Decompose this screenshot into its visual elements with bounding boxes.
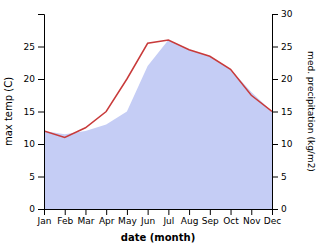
tick-label: 15 bbox=[24, 107, 35, 117]
tick-label: Dec bbox=[264, 216, 281, 226]
temperature-line bbox=[44, 40, 272, 138]
y-axis: 0 5 10 15 20 25 bbox=[24, 15, 45, 215]
tick-label: Oct bbox=[223, 216, 239, 226]
tick: Jun bbox=[140, 209, 155, 226]
tick: 25 bbox=[272, 42, 292, 52]
tick-mark bbox=[272, 177, 278, 178]
plot: JanFebMarAprMayJunJulAugSepOctNovDec0510… bbox=[3, 9, 316, 243]
tick-label: Mar bbox=[77, 216, 94, 226]
tick-mark bbox=[168, 209, 169, 215]
tick-mark bbox=[38, 177, 44, 178]
tick-mark bbox=[272, 112, 278, 113]
tick-mark bbox=[38, 209, 44, 210]
y-axis-title: max temp (C) bbox=[3, 77, 14, 146]
tick-mark bbox=[127, 209, 128, 215]
tick: 20 bbox=[24, 74, 44, 84]
tick: 10 bbox=[272, 139, 293, 149]
tick-label: Nov bbox=[243, 216, 261, 226]
tick-mark bbox=[272, 79, 278, 80]
tick-mark bbox=[148, 209, 149, 215]
x-axis: Jan Feb Mar AprMayJun Jul AugSep Oct NovDec bbox=[37, 209, 282, 226]
tick-mark bbox=[38, 79, 44, 80]
tick-label: 30 bbox=[281, 9, 293, 19]
tick-label: Jul bbox=[162, 216, 174, 226]
tick: Jul bbox=[162, 209, 174, 226]
tick-mark bbox=[251, 209, 252, 215]
tick-label: 0 bbox=[29, 204, 35, 214]
y2-axis-title: med. precipitation (kg/m2) bbox=[306, 51, 316, 172]
tick-label: 5 bbox=[281, 172, 287, 182]
axis-line bbox=[45, 210, 273, 216]
tick: 30 bbox=[272, 9, 293, 19]
tick-label: 25 bbox=[281, 42, 292, 52]
tick-label: Aug bbox=[181, 216, 199, 226]
tick: Apr bbox=[99, 209, 115, 226]
tick-label: 0 bbox=[281, 204, 287, 214]
tick-mark bbox=[272, 47, 278, 48]
tick-mark bbox=[65, 209, 66, 215]
tick: 10 bbox=[24, 139, 44, 149]
tick: 20 bbox=[272, 74, 293, 84]
y2-axis: 0 5 10 15 20 25 30 bbox=[272, 9, 293, 214]
tick-label: 20 bbox=[24, 74, 36, 84]
tick: 5 bbox=[29, 172, 44, 182]
tick: Dec bbox=[264, 209, 281, 226]
tick-mark bbox=[189, 209, 190, 215]
x-axis-title: date (month) bbox=[121, 232, 195, 243]
tick: Nov bbox=[243, 209, 261, 226]
tick-mark bbox=[272, 144, 278, 145]
tick-label: May bbox=[118, 216, 137, 226]
tick: Aug bbox=[181, 209, 199, 226]
tick-mark bbox=[231, 209, 232, 215]
tick-mark bbox=[272, 209, 278, 210]
tick-label: Apr bbox=[99, 216, 115, 226]
tick-mark bbox=[272, 14, 278, 15]
tick-label: 10 bbox=[24, 139, 36, 149]
marks bbox=[44, 40, 272, 209]
tick: Oct bbox=[223, 209, 239, 226]
tick: 15 bbox=[24, 107, 44, 117]
tick-label: Jun bbox=[140, 216, 155, 226]
tick: 0 bbox=[29, 204, 44, 214]
tick: Mar bbox=[77, 209, 94, 226]
tick-label: Sep bbox=[202, 216, 219, 226]
precipitation-area bbox=[44, 40, 272, 209]
axis-line bbox=[38, 15, 45, 210]
tick-label: 10 bbox=[281, 139, 293, 149]
tick: 25 bbox=[24, 42, 44, 52]
tick: May bbox=[118, 209, 137, 226]
tick: Sep bbox=[202, 209, 219, 226]
chart: JanFebMarAprMayJunJulAugSepOctNovDec0510… bbox=[0, 0, 318, 247]
tick-label: 25 bbox=[24, 42, 35, 52]
tick: 5 bbox=[272, 172, 287, 182]
tick-label: Jan bbox=[37, 216, 52, 226]
tick: 0 bbox=[272, 204, 287, 214]
tick-mark bbox=[38, 112, 44, 113]
tick-label: Feb bbox=[57, 216, 73, 226]
tick-label: 20 bbox=[281, 74, 293, 84]
axis-line bbox=[273, 15, 279, 210]
tick-mark bbox=[38, 47, 44, 48]
tick: Jan bbox=[37, 209, 52, 226]
tick: Feb bbox=[57, 209, 73, 226]
tick: 15 bbox=[272, 107, 292, 117]
tick-mark bbox=[85, 209, 86, 215]
tick-label: 15 bbox=[281, 107, 292, 117]
tick-mark bbox=[106, 209, 107, 215]
tick-mark bbox=[210, 209, 211, 215]
tick-mark bbox=[38, 144, 44, 145]
tick-label: 5 bbox=[29, 172, 35, 182]
